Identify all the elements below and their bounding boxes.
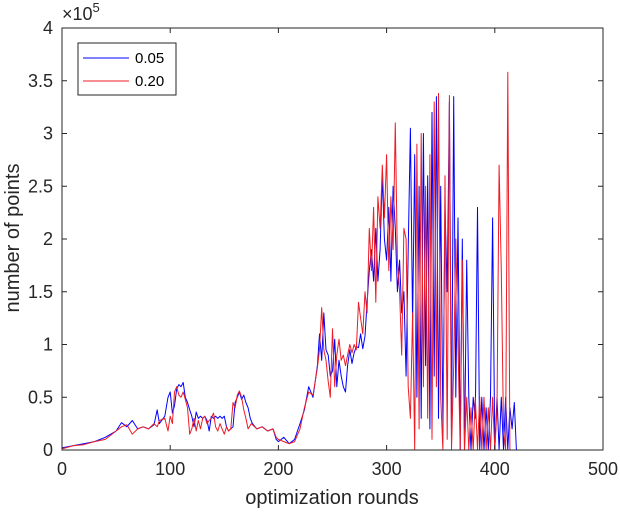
x-tick-label: 200: [263, 459, 293, 479]
x-axis-label: optimization rounds: [245, 487, 418, 509]
plot-background: [62, 28, 603, 450]
y-axis-exponent: ×105: [62, 0, 100, 24]
series-line-0: [61, 96, 517, 451]
series-lines: [61, 71, 517, 451]
y-exponent-base: ×10: [62, 4, 93, 24]
legend: 0.05 0.20: [77, 42, 177, 96]
y-tick-label: 0.5: [28, 387, 53, 407]
legend-label-0: 0.05: [135, 50, 164, 67]
y-tick-label: 1: [43, 335, 53, 355]
y-tick-label: 3: [43, 124, 53, 144]
x-tick-label: 100: [155, 459, 185, 479]
x-tick-label: 300: [372, 459, 402, 479]
y-tick-label: 3.5: [28, 71, 53, 91]
y-axis-label: number of points: [2, 164, 24, 313]
y-exponent-power: 5: [93, 0, 100, 15]
x-tick-label: 0: [57, 459, 67, 479]
y-tick-label: 2.5: [28, 176, 53, 196]
y-tick-label: 2: [43, 229, 53, 249]
x-tick-label: 400: [480, 459, 510, 479]
plot-area: [62, 28, 603, 450]
y-tick-label: 1.5: [28, 282, 53, 302]
legend-box: [77, 42, 177, 96]
series-line-1: [61, 71, 513, 451]
legend-label-1: 0.20: [135, 73, 164, 90]
y-tick-label: 0: [43, 440, 53, 460]
ticks: 0 100 200 300 400 500 0 0.5 1 1.5 2 2.5 3 3.5 4: [28, 18, 618, 479]
y-tick-label: 4: [43, 18, 53, 38]
x-tick-label: 500: [588, 459, 618, 479]
